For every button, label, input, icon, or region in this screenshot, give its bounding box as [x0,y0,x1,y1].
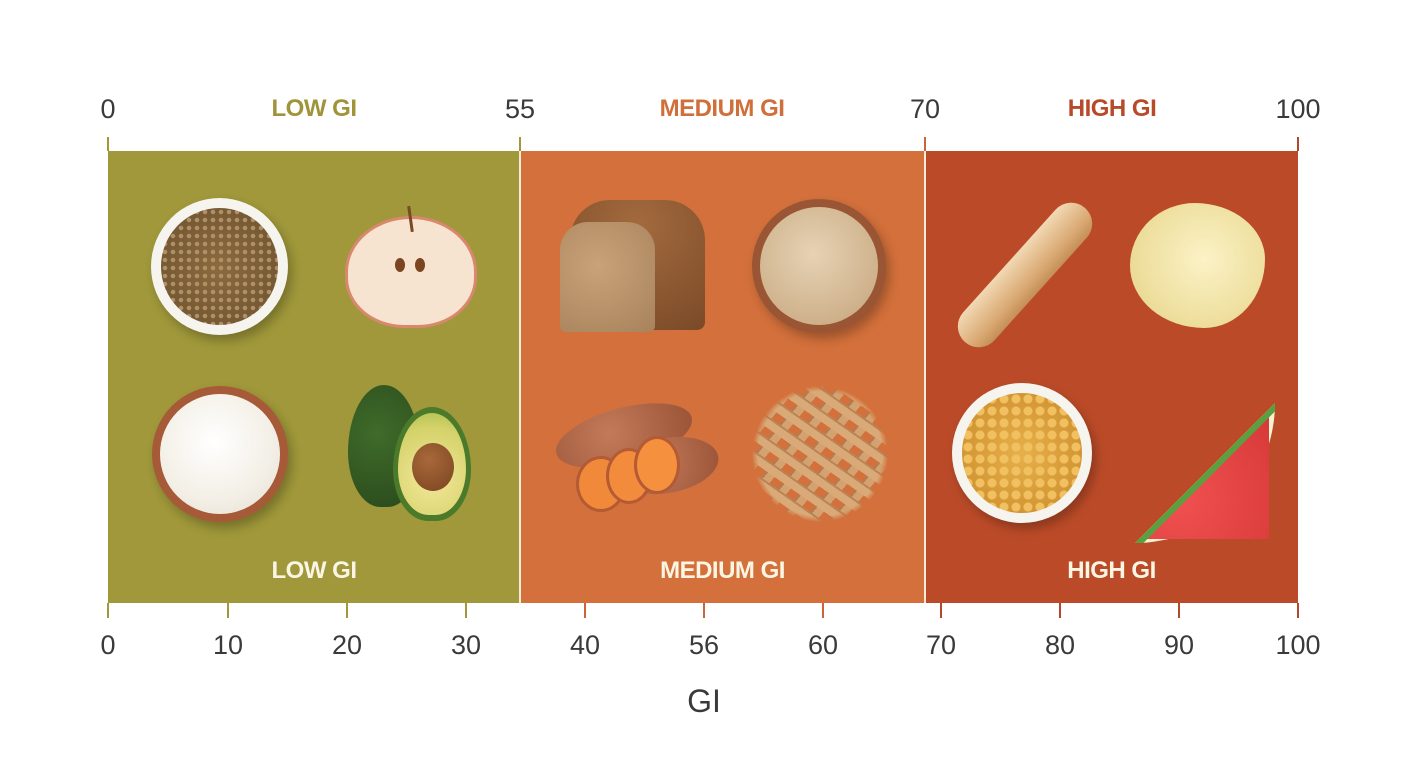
whole-wheat-bread-icon [560,200,710,335]
top-axis-label: 70 [909,94,941,124]
white-rice-bowl-icon [152,386,288,522]
divider-low-medium [519,151,521,603]
bottom-tick [107,603,109,618]
top-axis-label: 55 [504,94,536,124]
mashed-potato-icon [1130,203,1265,328]
bottom-tick [346,603,348,618]
top-tick-70 [924,137,926,151]
penne-pasta-icon [749,383,891,525]
brown-rice-bowl-icon [752,199,886,333]
bottom-tick [584,603,586,618]
heading-low-gi: LOW GI [271,95,357,122]
apple-icon [345,205,477,328]
lentils-bowl-icon [151,198,288,335]
bottom-axis-label: 40 [569,630,601,660]
bottom-axis-label: 20 [331,630,363,660]
bottom-axis-label: 90 [1163,630,1195,660]
band-label-high-gi: HIGH GI [1067,557,1156,584]
band-low-gi: LOW GI [108,151,520,603]
heading-high-gi: HIGH GI [1067,95,1157,122]
bottom-axis-label: 70 [925,630,957,660]
bottom-axis-label: 10 [212,630,244,660]
band-medium-gi: MEDIUM GI [520,151,925,603]
bottom-axis-label: 100 [1275,630,1321,660]
bottom-tick [703,603,705,618]
bottom-tick [1297,603,1299,618]
bottom-tick [1059,603,1061,618]
bottom-axis-label: 56 [688,630,720,660]
bottom-axis-label: 60 [807,630,839,660]
bottom-tick [227,603,229,618]
bottom-tick [465,603,467,618]
top-axis-label: 0 [100,94,116,124]
top-tick-55 [519,137,521,151]
bottom-axis-label: 0 [100,630,116,660]
bottom-tick [1178,603,1180,618]
bottom-tick [940,603,942,618]
top-axis-label: 100 [1275,94,1321,124]
band-label-low-gi: LOW GI [271,557,357,584]
avocado-icon [348,383,473,523]
watermelon-slice-icon [1125,393,1275,543]
bottom-axis-label: 80 [1044,630,1076,660]
band-label-medium-gi: MEDIUM GI [660,557,785,584]
divider-medium-high [924,151,926,603]
top-tick-0 [107,137,109,151]
heading-medium-gi: MEDIUM GI [659,95,785,122]
x-axis-title: GI [687,683,721,719]
band-high-gi: HIGH GI [925,151,1298,603]
sweet-potato-icon [549,390,723,512]
baguette-icon [945,194,1105,356]
top-tick-100 [1297,137,1299,151]
bottom-axis-label: 30 [450,630,482,660]
bottom-tick [822,603,824,618]
cornflakes-bowl-icon [952,383,1092,523]
